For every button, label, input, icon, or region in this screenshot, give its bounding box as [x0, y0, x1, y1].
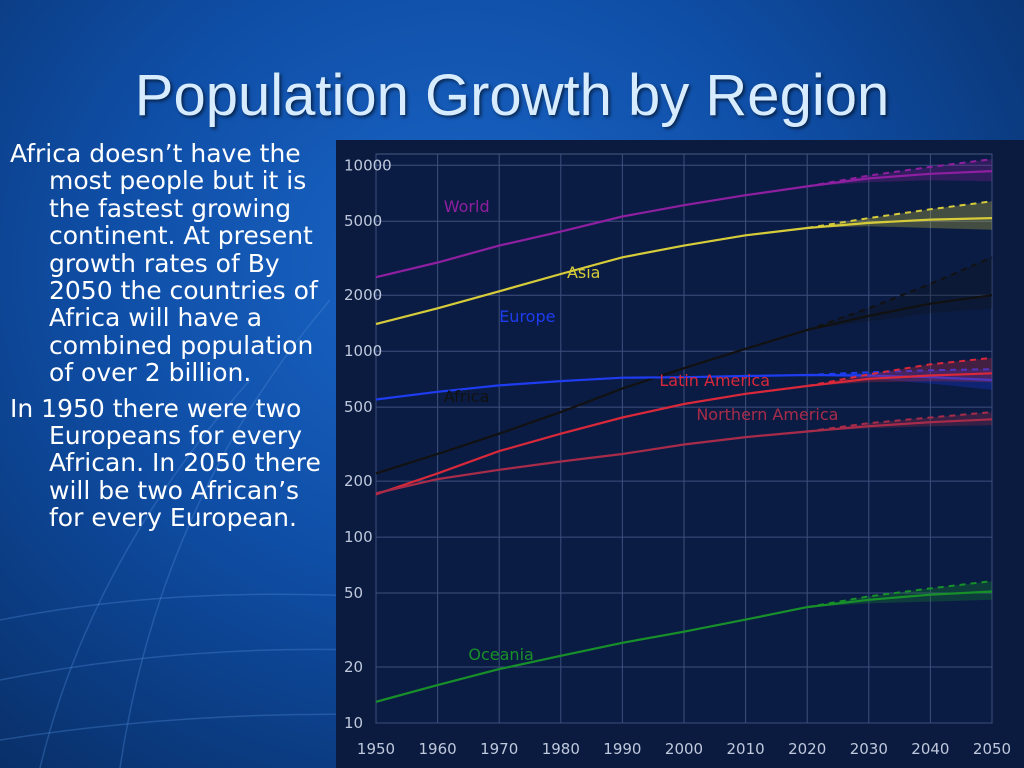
series-label-africa: Africa — [444, 387, 490, 406]
series-line-latin-america — [375, 372, 993, 496]
y-tick-label: 500 — [344, 398, 373, 416]
x-tick-label: 2030 — [850, 740, 888, 758]
x-tick-label: 1980 — [542, 740, 580, 758]
slide-title: Population Growth by Region — [134, 63, 890, 128]
x-tick-label: 1990 — [603, 740, 641, 758]
series-band-asia — [807, 201, 992, 230]
x-tick-label: 1960 — [419, 740, 457, 758]
series-label-europe: Europe — [499, 307, 555, 326]
series-line-asia — [375, 217, 993, 326]
series-projection-europe — [807, 368, 993, 376]
series-projection-latin-america — [807, 356, 993, 387]
series-line-europe — [375, 373, 993, 401]
x-tick-label: 2020 — [788, 740, 826, 758]
y-tick-label: 200 — [344, 472, 373, 490]
y-tick-label: 50 — [344, 584, 363, 602]
y-tick-label: 20 — [344, 658, 363, 676]
series-line-oceania — [375, 590, 993, 703]
x-tick-label: 2050 — [973, 740, 1011, 758]
x-tick-label: 2010 — [727, 740, 765, 758]
series-projection-africa — [806, 256, 993, 331]
y-tick-label: 10 — [344, 714, 363, 732]
series-label-northern-america: Northern America — [696, 405, 838, 424]
x-tick-label: 1950 — [357, 740, 395, 758]
series-projection-asia — [807, 200, 993, 229]
series-band-latin-america — [807, 357, 992, 386]
y-tick-label: 5000 — [344, 212, 382, 230]
series-label-oceania: Oceania — [468, 645, 533, 664]
series-label-latin-america: Latin America — [659, 371, 770, 390]
series-projection-world — [807, 158, 993, 188]
x-tick-label: 2000 — [665, 740, 703, 758]
series-line-africa — [375, 294, 993, 475]
series-label-asia: Asia — [567, 263, 601, 282]
y-tick-label: 1000 — [344, 342, 382, 360]
bullet-point: In 1950 there were two Europeans for eve… — [10, 393, 321, 533]
series-line-world — [375, 170, 993, 279]
y-tick-label: 2000 — [344, 286, 382, 304]
population-chart: 10 20 50 100 200 500 1000 2000 5000 10000 1950 1960… — [336, 140, 1024, 768]
series-band-africa — [807, 257, 992, 330]
series-projection-northern-america — [807, 411, 993, 433]
bullet-point: Africa doesn’t have the most people but … — [10, 139, 318, 388]
series-projection-oceania — [807, 580, 993, 609]
series-label-world: World — [444, 197, 490, 216]
x-tick-label: 1970 — [480, 740, 518, 758]
y-tick-label: 100 — [344, 528, 373, 546]
y-tick-label: 10000 — [344, 156, 392, 174]
series-line-northern-america — [375, 418, 993, 495]
x-tick-label: 2040 — [911, 740, 949, 758]
bullet-list: Africa doesn’t have the most people but … — [10, 140, 340, 540]
